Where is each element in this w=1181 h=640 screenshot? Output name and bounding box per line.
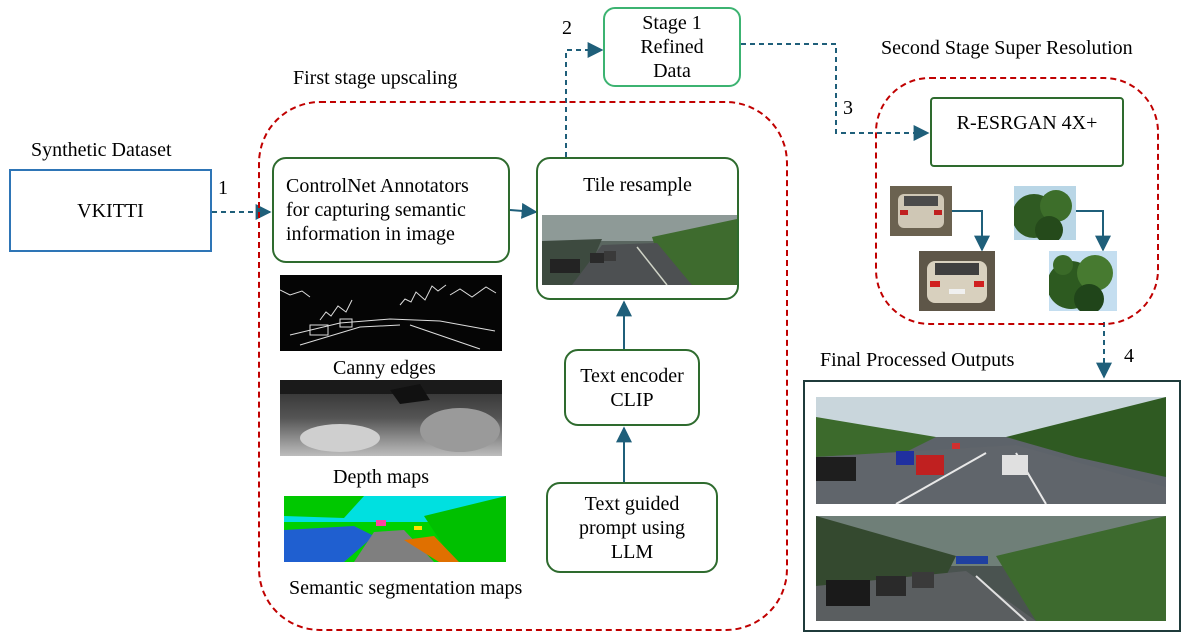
second-stage-label: Second Stage Super Resolution: [881, 37, 1133, 59]
vkitti-box: VKITTI: [9, 169, 212, 252]
canny-edges-label: Canny edges: [333, 357, 436, 379]
sr-sample-car-highres: [919, 251, 995, 311]
step-1: 1: [218, 177, 228, 199]
final-output-image-1: [816, 397, 1166, 504]
first-stage-container: [258, 101, 788, 631]
synthetic-dataset-label: Synthetic Dataset: [31, 139, 172, 161]
canny-edges-image: [280, 275, 502, 351]
depth-map-image: [280, 380, 502, 456]
arrow-sample-tree: [1076, 210, 1111, 252]
sr-sample-tree-lowres: [1014, 186, 1076, 240]
final-output-image-2: [816, 516, 1166, 621]
sr-sample-car-lowres: [890, 186, 952, 236]
text-encoder-label: Text encoder CLIP: [580, 364, 684, 411]
vkitti-label: VKITTI: [77, 199, 144, 222]
step-4: 4: [1124, 345, 1134, 367]
text-prompt-box: Text guided prompt using LLM: [546, 482, 718, 573]
resrgan-label: R-ESRGAN 4X+: [956, 112, 1098, 134]
sr-sample-tree-highres: [1049, 251, 1117, 311]
stage1-box: Stage 1 Refined Data: [603, 7, 741, 87]
second-stage-container: [875, 77, 1159, 325]
controlnet-box: ControlNet Annotators for capturing sema…: [272, 157, 510, 263]
resrgan-box: R-ESRGAN 4X+: [930, 97, 1124, 167]
arrow-2: [565, 42, 604, 157]
arrow-controlnet-tile: [509, 202, 538, 219]
step-3: 3: [843, 97, 853, 119]
first-stage-label: First stage upscaling: [293, 67, 458, 89]
semantic-maps-label: Semantic segmentation maps: [289, 577, 523, 599]
controlnet-label: ControlNet Annotators for capturing sema…: [286, 175, 469, 245]
text-prompt-label: Text guided prompt using LLM: [578, 492, 686, 563]
final-outputs-frame: [803, 380, 1181, 632]
arrow-3: [741, 43, 930, 141]
tile-resample-label: Tile resample: [583, 174, 692, 196]
semantic-segmentation-image: [284, 496, 506, 562]
final-outputs-label: Final Processed Outputs: [820, 349, 1015, 371]
arrow-sample-car: [952, 210, 990, 252]
stage1-label: Stage 1 Refined Data: [640, 12, 704, 82]
step-2: 2: [562, 17, 572, 39]
text-encoder-box: Text encoder CLIP: [564, 349, 700, 426]
tile-resample-image: [542, 215, 737, 285]
depth-maps-label: Depth maps: [333, 466, 430, 488]
